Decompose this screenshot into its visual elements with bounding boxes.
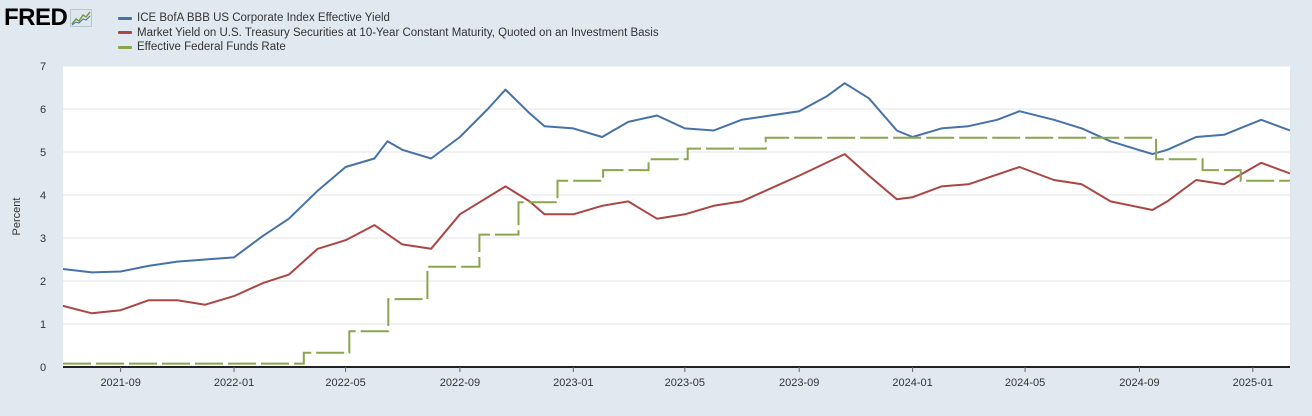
x-tick-label: 2024-01 xyxy=(892,377,932,389)
y-tick-label: 5 xyxy=(40,147,46,159)
chart-legend: ICE BofA BBB US Corporate Index Effectiv… xyxy=(118,11,659,55)
chart-header: FRED ICE BofA BBB US Corporate Index Eff… xyxy=(0,0,1312,62)
legend-swatch xyxy=(118,45,132,49)
y-tick-label: 7 xyxy=(40,62,46,73)
fred-logo[interactable]: FRED xyxy=(4,4,93,31)
x-tick-label: 2022-05 xyxy=(325,377,365,389)
legend-item-treasury-10y[interactable]: Market Yield on U.S. Treasury Securities… xyxy=(118,26,659,41)
chart-area: 0 1 2 3 4 5 6 7 2021-09 2022-01 2022-05 2022-09 2023… xyxy=(0,61,1312,411)
legend-label: Market Yield on U.S. Treasury Securities… xyxy=(137,26,659,39)
y-tick-label: 3 xyxy=(40,233,46,245)
y-tick-label: 1 xyxy=(40,319,46,331)
legend-swatch xyxy=(118,16,132,20)
y-tick-label: 4 xyxy=(40,190,46,202)
legend-label: ICE BofA BBB US Corporate Index Effectiv… xyxy=(137,12,390,24)
series-treasury-10y-line[interactable] xyxy=(62,153,1291,315)
x-tick-label: 2023-09 xyxy=(779,377,819,389)
y-tick-label: 2 xyxy=(40,276,46,288)
x-tick-label: 2023-01 xyxy=(553,377,593,389)
chart-footer-band xyxy=(0,395,1312,411)
line-chart[interactable]: 0 1 2 3 4 5 6 7 2021-09 2022-01 2022-05 2022-09 2023… xyxy=(0,61,1312,411)
x-tick-label: 2024-05 xyxy=(1005,377,1045,389)
legend-swatch xyxy=(118,31,132,35)
y-tick-label: 6 xyxy=(40,104,46,116)
x-tick-label: 2022-01 xyxy=(214,377,254,389)
x-tick-label: 2023-05 xyxy=(665,377,705,389)
y-tick-label: 0 xyxy=(40,362,46,374)
fred-logo-text: FRED xyxy=(4,4,68,31)
x-tick-label: 2021-09 xyxy=(100,377,140,389)
legend-item-bbb-yield[interactable]: ICE BofA BBB US Corporate Index Effectiv… xyxy=(118,11,659,26)
x-tick-label: 2022-09 xyxy=(440,377,480,389)
fred-chart-icon xyxy=(70,9,93,27)
series-fed-funds-line[interactable] xyxy=(63,136,1290,365)
y-axis-label: Percent xyxy=(11,198,23,236)
x-tick-label: 2025-01 xyxy=(1233,377,1273,389)
legend-label: Effective Federal Funds Rate xyxy=(137,41,286,53)
series-bbb-yield-line[interactable] xyxy=(62,82,1291,274)
x-tick-label: 2024-09 xyxy=(1119,377,1159,389)
legend-item-fed-funds[interactable]: Effective Federal Funds Rate xyxy=(118,40,659,55)
